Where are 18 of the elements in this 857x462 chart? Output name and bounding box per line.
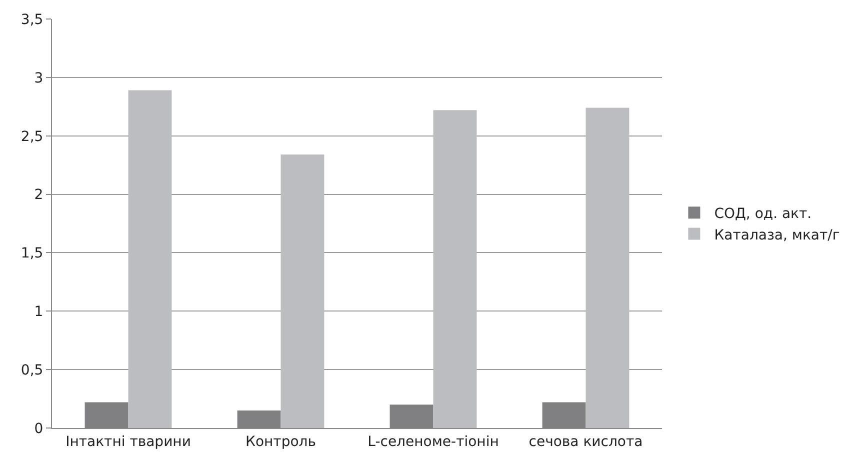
y-tick-label: 2 — [34, 187, 44, 204]
y-tick-label: 3 — [34, 70, 44, 86]
y-tick-label: 0 — [34, 420, 44, 437]
x-tick-label: Інтактні тварини — [66, 434, 191, 450]
y-tick-label: 1,5 — [20, 246, 44, 262]
legend-label: СОД, од. акт. — [714, 206, 812, 222]
bar — [433, 110, 477, 428]
x-tick-label: L-селеноме-тіонін — [368, 434, 499, 450]
bar — [280, 154, 324, 428]
bar — [128, 90, 172, 428]
y-tick-label: 1 — [34, 304, 44, 320]
y-tick-label: 2,5 — [20, 128, 44, 145]
y-tick-label: 3,5 — [20, 12, 44, 28]
legend-label: Каталаза, мкат/г — [714, 227, 840, 244]
bar — [586, 108, 630, 428]
y-tick-label: 0,5 — [20, 362, 44, 378]
x-tick-label: сечова кислота — [528, 434, 643, 450]
x-tick-label: Контроль — [246, 434, 316, 450]
